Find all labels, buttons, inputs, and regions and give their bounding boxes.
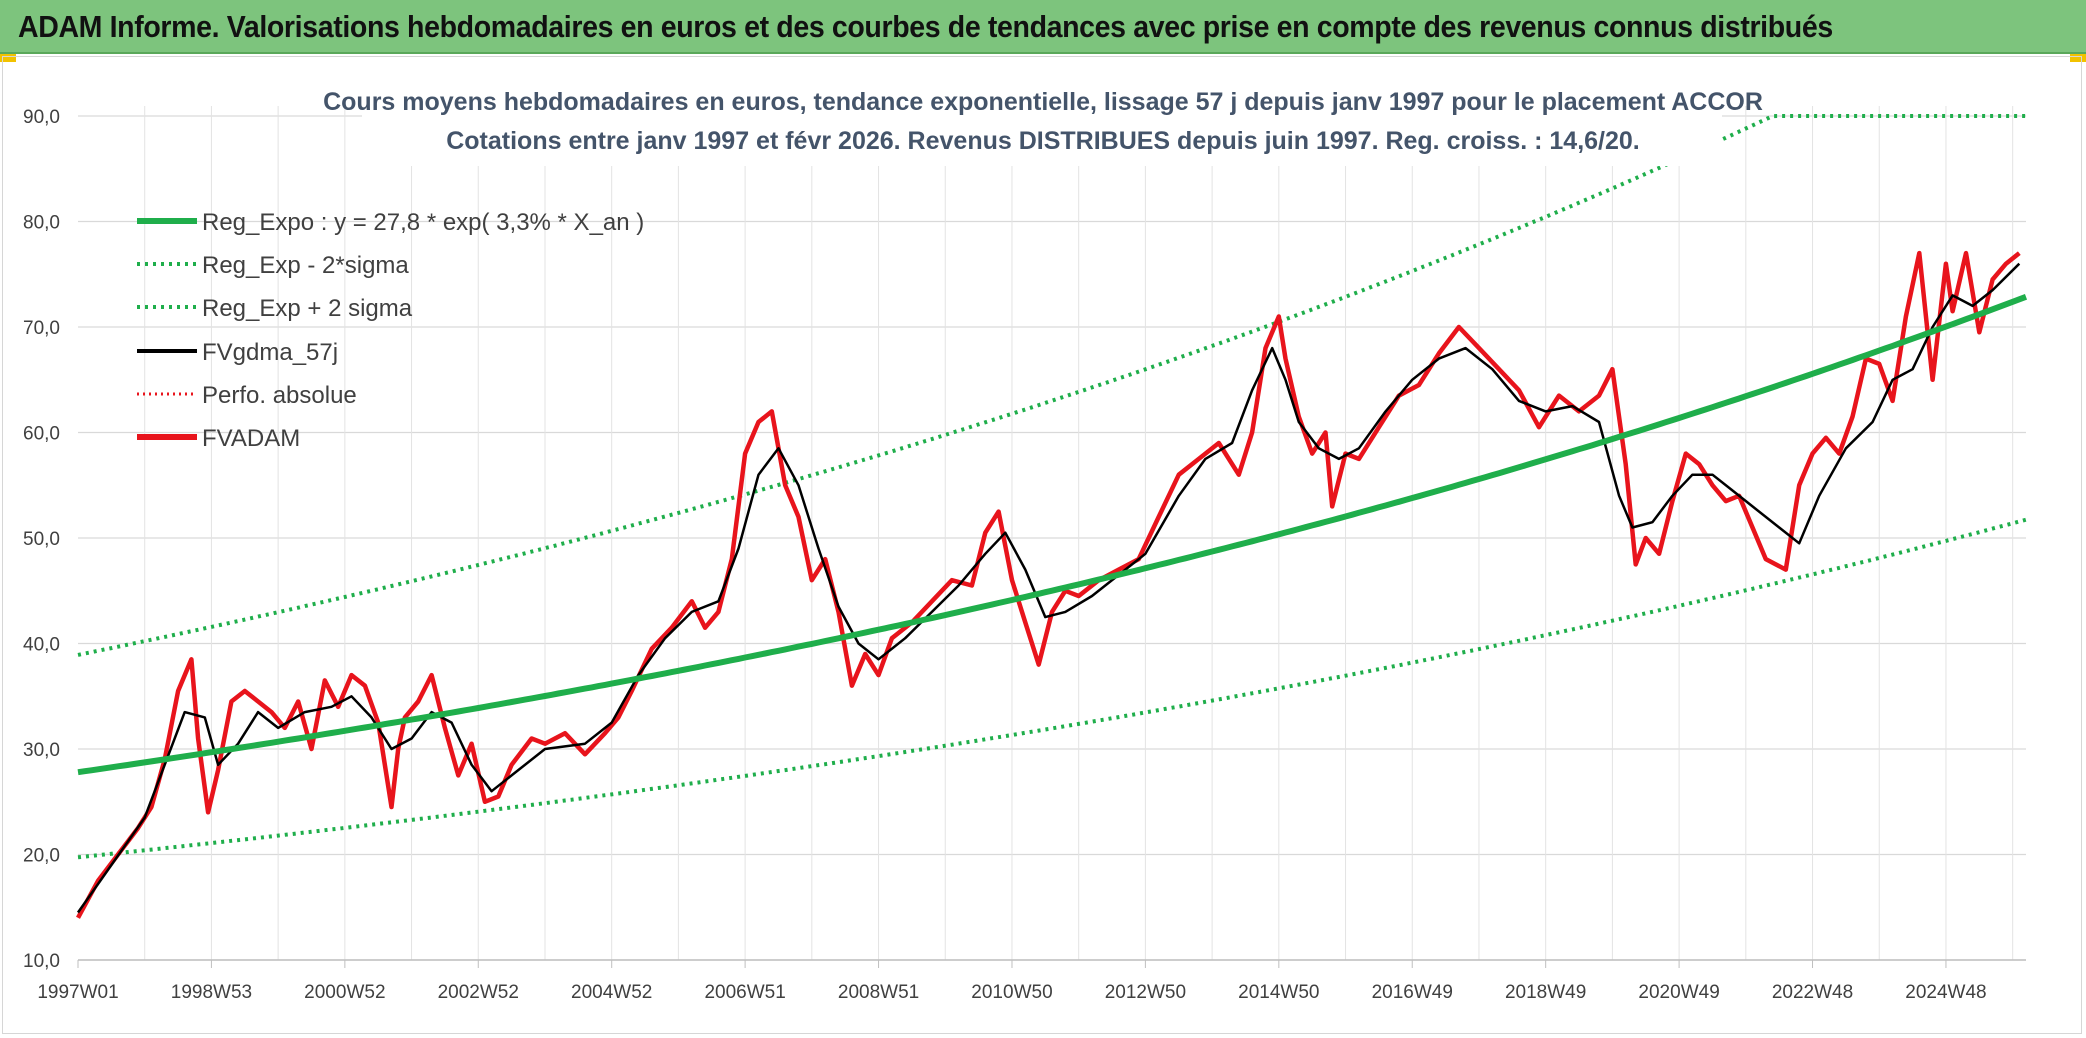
y-tick-label: 50,0 [23, 529, 60, 550]
y-axis: 10,0 20,0 30,0 40,0 50,0 60,0 70,0 80,0 90,0 [23, 107, 60, 972]
chart-legend: Reg_Expo : y = 27,8 * exp( 3,3% * X_an )… [137, 209, 644, 452]
legend-label-reg-minus: Reg_Exp - 2*sigma [202, 252, 409, 279]
series-reg-exp-plus-2sigma [77, 114, 2026, 657]
chart-title-box [362, 80, 1722, 166]
y-tick-label: 30,0 [23, 740, 60, 761]
x-axis: 1997W01 1998W53 2000W52 2002W52 2004W52 2006W… [37, 959, 2026, 1003]
chart-gridlines [78, 106, 2026, 961]
y-tick-label: 40,0 [23, 635, 60, 656]
legend-label-perfo: Perfo. absolue [202, 382, 357, 409]
y-tick-label: 90,0 [23, 107, 60, 128]
y-tick-label: 70,0 [23, 318, 60, 339]
x-tick-label: 2004W52 [571, 982, 652, 1003]
x-tick-label: 2012W50 [1105, 982, 1186, 1003]
x-tick-label: 2010W50 [971, 982, 1052, 1003]
series-layer [76, 114, 2028, 919]
legend-label-fvadam: FVADAM [202, 425, 300, 452]
series-fvadam [76, 250, 2021, 919]
x-tick-label: 2008W51 [838, 982, 919, 1003]
legend-label-fvgdma: FVgdma_57j [202, 339, 338, 366]
x-tick-label: 2006W51 [704, 982, 785, 1003]
x-tick-label: 2020W49 [1638, 982, 1719, 1003]
x-tick-label: 1997W01 [37, 982, 118, 1003]
x-tick-label: 2024W48 [1905, 982, 1986, 1003]
y-tick-label: 60,0 [23, 424, 60, 445]
x-tick-label: 2014W50 [1238, 982, 1319, 1003]
y-tick-label: 10,0 [23, 951, 60, 972]
series-reg-exp-minus-2sigma [77, 517, 2027, 860]
x-tick-label: 2002W52 [438, 982, 519, 1003]
corner-marker-left [0, 54, 16, 62]
report-banner: ADAM Informe. Valorisations hebdomadaire… [0, 0, 2086, 54]
legend-label-reg-expo: Reg_Expo : y = 27,8 * exp( 3,3% * X_an ) [202, 209, 644, 236]
chart-frame [2, 56, 2082, 1034]
chart-title-line1: Cours moyens hebdomadaires en euros, ten… [323, 88, 1763, 116]
series-reg-expo [77, 293, 2028, 776]
x-tick-label: 2016W49 [1372, 982, 1453, 1003]
x-tick-label: 2018W49 [1505, 982, 1586, 1003]
legend-label-reg-plus: Reg_Exp + 2 sigma [202, 295, 413, 322]
x-tick-label: 1998W53 [171, 982, 252, 1003]
chart-title-line2: Cotations entre janv 1997 et févr 2026. … [446, 127, 1640, 155]
x-tick-label: 2000W52 [304, 982, 385, 1003]
report-title: ADAM Informe. Valorisations hebdomadaire… [18, 9, 1833, 44]
corner-marker-right [2070, 54, 2086, 62]
x-tick-label: 2022W48 [1772, 982, 1853, 1003]
series-fvgdma-57j [76, 262, 2021, 914]
y-tick-label: 80,0 [23, 213, 60, 234]
y-tick-label: 20,0 [23, 846, 60, 867]
